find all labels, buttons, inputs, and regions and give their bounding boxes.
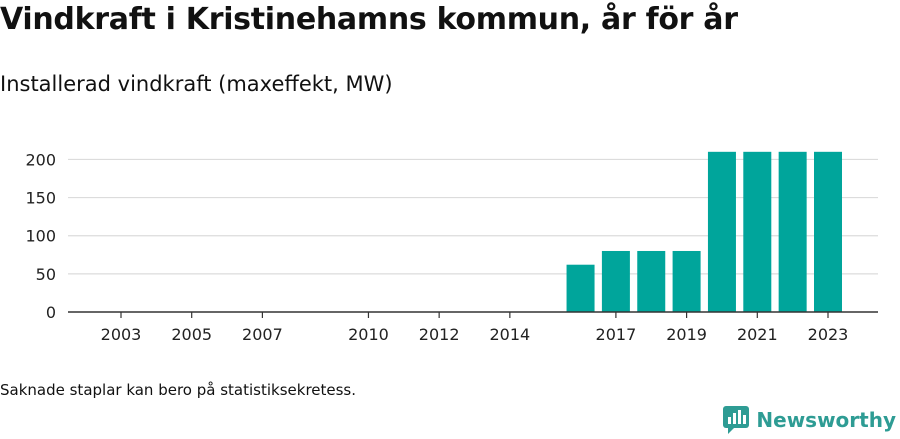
x-tick-label: 2010 bbox=[348, 325, 389, 344]
y-tick-label: 200 bbox=[25, 150, 56, 169]
x-tick-label: 2014 bbox=[489, 325, 530, 344]
x-tick-label: 2023 bbox=[808, 325, 849, 344]
x-tick-label: 2012 bbox=[419, 325, 460, 344]
x-tick-label: 2019 bbox=[666, 325, 707, 344]
brand-logo: Newsworthy bbox=[722, 405, 896, 435]
x-tick-label: 2017 bbox=[596, 325, 637, 344]
y-tick-label: 50 bbox=[36, 265, 56, 284]
x-tick-label: 2003 bbox=[101, 325, 142, 344]
gridlines bbox=[68, 158, 878, 275]
x-tick-label: 2007 bbox=[242, 325, 283, 344]
bar-2022 bbox=[778, 151, 807, 312]
bar-2020 bbox=[707, 151, 736, 312]
bar-2018 bbox=[637, 250, 666, 312]
brand-name: Newsworthy bbox=[756, 408, 896, 432]
bar-2023 bbox=[814, 151, 842, 312]
bar-2017 bbox=[601, 250, 630, 312]
chart-title: Vindkraft i Kristinehamns kommun, år för… bbox=[0, 2, 738, 37]
y-tick-label: 100 bbox=[25, 227, 56, 246]
y-axis-ticks: 0 50 100 150 200 bbox=[25, 150, 56, 322]
footnote: Saknade staplar kan bero på statistiksek… bbox=[0, 381, 357, 399]
y-tick-label: 150 bbox=[25, 189, 56, 208]
newsworthy-logo-icon bbox=[723, 406, 750, 434]
bar-chart: 0 50 100 150 200 2003 2005 2007 2010 2012 2014 201… bbox=[25, 150, 878, 344]
x-tick-label: 2005 bbox=[171, 325, 212, 344]
chart-subtitle: Installerad vindkraft (maxeffekt, MW) bbox=[0, 72, 393, 96]
y-tick-label: 0 bbox=[46, 303, 56, 322]
bars bbox=[566, 151, 842, 312]
x-axis-ticks: 2003 2005 2007 2010 2012 2014 2017 2019 2021 2023 bbox=[101, 312, 849, 344]
bar-2016 bbox=[566, 264, 595, 312]
bar-2019 bbox=[672, 250, 701, 312]
bar-2021 bbox=[743, 151, 772, 312]
x-tick-label: 2021 bbox=[737, 325, 778, 344]
